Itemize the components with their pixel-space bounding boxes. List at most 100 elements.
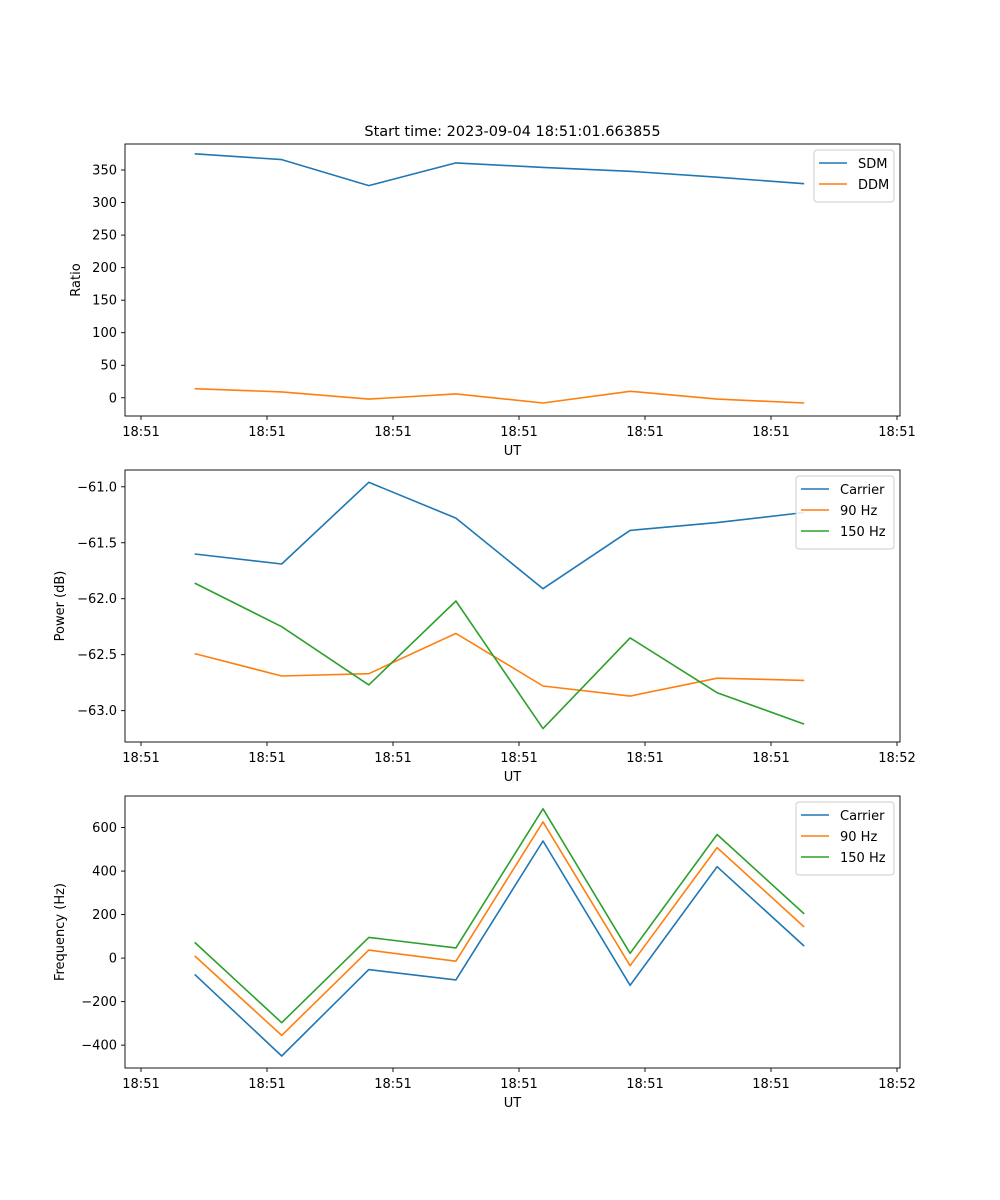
- axes-frame: [124, 469, 901, 743]
- data-point-90-hz: [367, 672, 371, 676]
- data-point-sdm: [367, 184, 371, 188]
- series-line-90-hz: [194, 821, 805, 1037]
- data-point-90-hz: [802, 925, 806, 929]
- subplot-1: 18:51 18:51 18:51 18:51 18:51 18:51 18:51 0 50 10…: [69, 143, 916, 459]
- data-point-90-hz: [193, 652, 197, 656]
- data-point-90-hz: [715, 676, 719, 680]
- data-point-sdm: [628, 169, 632, 173]
- series-line-sdm: [194, 153, 805, 187]
- data-point-150-hz: [367, 683, 371, 687]
- data-point-sdm: [280, 158, 284, 162]
- legend: Carrier 90 Hz 150 Hz: [795, 475, 895, 550]
- data-point-150-hz: [454, 946, 458, 950]
- data-point-carrier: [715, 865, 719, 869]
- x-tick-label: 18:51: [752, 425, 789, 440]
- y-tick-label: −61.0: [77, 480, 117, 495]
- series-line-150-hz: [194, 582, 805, 730]
- data-point-carrier: [280, 1054, 284, 1058]
- y-tick-label: −400: [81, 1039, 117, 1054]
- x-tick-label: 18:51: [122, 1077, 159, 1092]
- data-point-carrier: [193, 552, 197, 556]
- data-point-150-hz: [280, 1021, 284, 1025]
- data-point-150-hz: [541, 727, 545, 731]
- legend-label: Carrier: [840, 809, 885, 824]
- data-point-150-hz: [802, 912, 806, 916]
- data-point-carrier: [454, 978, 458, 982]
- data-point-150-hz: [454, 599, 458, 603]
- x-tick-label: 18:51: [626, 751, 663, 766]
- data-point-sdm: [193, 152, 197, 156]
- x-tick-label: 18:51: [248, 425, 285, 440]
- subplot-3: 18:51 18:51 18:51 18:51 18:51 18:51 18:52 −400 −…: [53, 795, 916, 1111]
- x-tick-label: 18:51: [248, 751, 285, 766]
- data-point-90-hz: [541, 684, 545, 688]
- data-point-carrier: [454, 516, 458, 520]
- data-point-150-hz: [802, 722, 806, 726]
- x-tick-label: 18:51: [500, 1077, 537, 1092]
- legend: Carrier 90 Hz 150 Hz: [795, 801, 895, 876]
- data-point-90-hz: [367, 948, 371, 952]
- data-point-ddm: [193, 387, 197, 391]
- y-tick-label: 150: [92, 294, 117, 309]
- x-axis-label: UT: [504, 770, 522, 785]
- data-point-sdm: [454, 161, 458, 165]
- data-point-90-hz: [454, 959, 458, 963]
- subplot-2: 18:51 18:51 18:51 18:51 18:51 18:51 18:52 −63.0…: [53, 469, 916, 785]
- y-tick-label: 200: [92, 908, 117, 923]
- x-tick-label: 18:51: [752, 1077, 789, 1092]
- y-tick-label: 250: [92, 229, 117, 244]
- data-point-ddm: [541, 401, 545, 405]
- data-point-ddm: [367, 397, 371, 401]
- axes-frame: [124, 795, 901, 1069]
- data-point-90-hz: [628, 964, 632, 968]
- data-point-ddm: [802, 401, 806, 405]
- data-point-ddm: [715, 397, 719, 401]
- y-axis-label: Ratio: [69, 263, 84, 296]
- data-point-90-hz: [541, 820, 545, 824]
- data-point-90-hz: [802, 678, 806, 682]
- y-tick-label: −63.0: [77, 704, 117, 719]
- y-tick-label: 0: [109, 952, 117, 967]
- x-axis-label: UT: [504, 444, 522, 459]
- data-point-150-hz: [715, 691, 719, 695]
- data-point-sdm: [802, 182, 806, 186]
- x-tick-label: 18:52: [878, 751, 915, 766]
- y-tick-label: 350: [92, 164, 117, 179]
- data-point-150-hz: [628, 636, 632, 640]
- y-tick-label: −62.5: [77, 648, 117, 663]
- data-point-150-hz: [193, 940, 197, 944]
- x-axis-label: UT: [504, 1096, 522, 1111]
- x-tick-label: 18:51: [626, 1077, 663, 1092]
- data-point-ddm: [280, 390, 284, 394]
- data-point-90-hz: [715, 846, 719, 850]
- data-point-carrier: [628, 528, 632, 532]
- y-tick-label: 0: [109, 391, 117, 406]
- data-point-90-hz: [628, 694, 632, 698]
- data-point-carrier: [628, 983, 632, 987]
- y-tick-label: −62.0: [77, 592, 117, 607]
- data-point-90-hz: [280, 1033, 284, 1037]
- y-tick-label: 600: [92, 821, 117, 836]
- data-point-150-hz: [715, 833, 719, 837]
- series-line-90-hz: [194, 632, 805, 697]
- x-tick-label: 18:51: [374, 751, 411, 766]
- x-tick-label: 18:51: [752, 751, 789, 766]
- x-tick-label: 18:51: [122, 751, 159, 766]
- y-tick-label: 100: [92, 326, 117, 341]
- legend-label: DDM: [858, 178, 889, 193]
- y-axis-label: Frequency (Hz): [53, 883, 68, 981]
- x-tick-label: 18:51: [500, 751, 537, 766]
- series-line-150-hz: [194, 807, 805, 1024]
- y-tick-label: 200: [92, 261, 117, 276]
- x-tick-label: 18:51: [878, 425, 915, 440]
- data-point-150-hz: [367, 935, 371, 939]
- y-tick-label: 300: [92, 196, 117, 211]
- y-tick-label: −200: [81, 995, 117, 1010]
- axes-frame: [124, 143, 901, 417]
- series-line-carrier: [194, 840, 805, 1057]
- data-point-carrier: [802, 944, 806, 948]
- x-tick-label: 18:51: [374, 1077, 411, 1092]
- legend-label: Carrier: [840, 483, 885, 498]
- data-point-carrier: [193, 972, 197, 976]
